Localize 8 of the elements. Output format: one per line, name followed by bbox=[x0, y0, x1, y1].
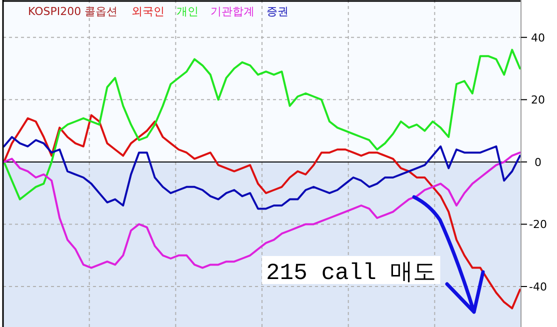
y-tick-label: 0 bbox=[534, 156, 542, 169]
y-tick-label: -40 bbox=[529, 280, 547, 294]
legend: 외국인 개인 기관합계 증권 bbox=[132, 5, 289, 18]
y-tick-label: 20 bbox=[531, 94, 545, 107]
text: KOSPI200 콜옵션 bbox=[28, 5, 118, 18]
y-tick-label: 40 bbox=[531, 31, 545, 44]
annotation: 215 call 매도 bbox=[262, 256, 440, 286]
y-tick-label: -20 bbox=[529, 218, 547, 232]
